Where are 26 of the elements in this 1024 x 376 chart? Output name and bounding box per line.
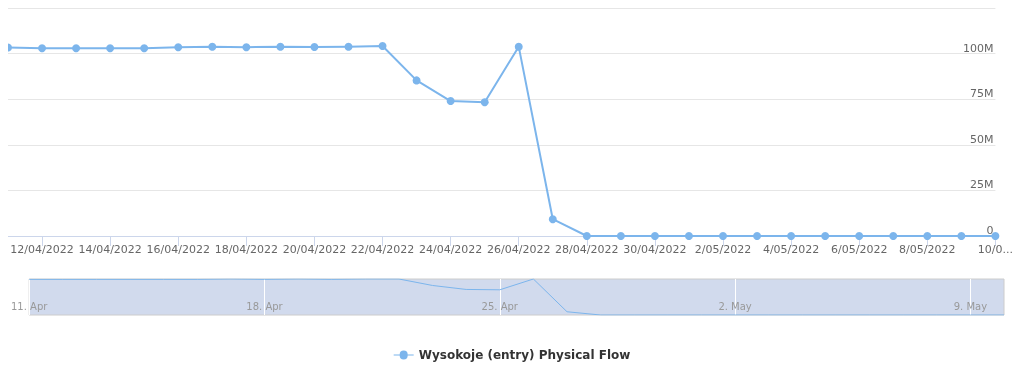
x-tick-label: 18. Apr	[246, 300, 284, 312]
x-tick-label: 26/04/2022	[487, 243, 551, 256]
x-tick-label: 2/05/2022	[694, 243, 752, 256]
x-tick-label: 22/04/2022	[350, 243, 415, 256]
x-tick-label: 24/04/2022	[418, 243, 483, 256]
x-tick-label: 10/0...	[977, 243, 1014, 256]
x-tick-label: 16/04/2022	[146, 243, 210, 256]
legend-label: Wysokoje (entry) Physical Flow	[418, 348, 631, 362]
x-tick-label: 18/04/2022	[214, 243, 279, 256]
x-tick-label: 28/04/2022	[555, 243, 619, 256]
x-tick-label: 11. Apr	[11, 300, 49, 312]
x-tick-label: 9. May	[953, 300, 988, 312]
y-tick-label: 50M	[969, 132, 994, 146]
y-tick-label: 25M	[969, 178, 994, 192]
x-tick-label: 30/04/2022	[623, 243, 687, 256]
x-tick-label: 4/05/2022	[762, 243, 820, 256]
x-tick-label: 20/04/2022	[282, 243, 347, 256]
y-tick-label: 75M	[969, 87, 994, 101]
x-tick-label: 12/04/2022	[10, 243, 74, 256]
x-tick-label: 8/05/2022	[899, 243, 956, 256]
x-tick-label: 6/05/2022	[831, 243, 888, 256]
x-tick-label: 2. May	[718, 300, 752, 312]
y-tick-label: 100M	[962, 41, 994, 55]
x-tick-label: 14/04/2022	[78, 243, 142, 256]
y-tick-label: 0	[986, 224, 994, 237]
x-tick-label: 25. Apr	[481, 300, 519, 312]
